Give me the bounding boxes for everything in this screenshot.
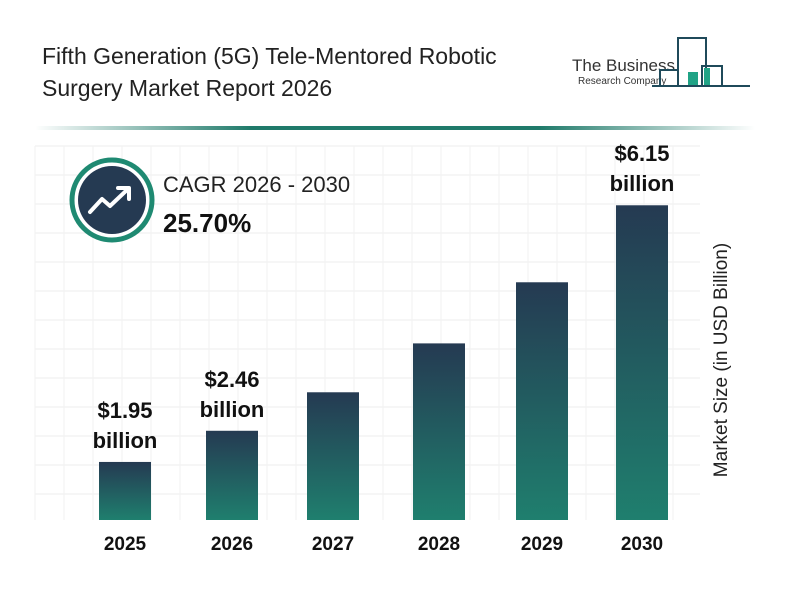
- data-label-unit: billion: [92, 427, 158, 453]
- y-axis-label: Market Size (in USD Billion): [711, 242, 732, 478]
- x-tick-label: 2028: [417, 534, 461, 555]
- data-label: $2.46 billion: [172, 365, 292, 425]
- data-label-value: $1.95: [97, 397, 153, 423]
- bar-2027: [307, 392, 359, 520]
- x-tick-label: 2029: [520, 534, 564, 555]
- x-tick-label: 2026: [210, 534, 254, 555]
- data-label-value: $6.15: [614, 141, 670, 167]
- logo-icon: [652, 37, 750, 87]
- bar-2029: [516, 282, 568, 520]
- page-title: Fifth Generation (5G) Tele-Mentored Robo…: [42, 43, 497, 101]
- logo-text: The Business: [572, 56, 675, 75]
- cagr-label: CAGR 2026 - 2030: [163, 172, 351, 197]
- divider: [35, 126, 755, 130]
- bar-2028: [413, 343, 465, 520]
- x-tick-label: 2027: [311, 534, 355, 555]
- data-label-value: $2.46: [204, 366, 260, 392]
- x-tick-label: 2030: [620, 534, 664, 555]
- bar-2025: [99, 461, 151, 520]
- x-tick-label: 2025: [103, 534, 147, 555]
- cagr-badge: [69, 157, 155, 243]
- data-label: $6.15 billion: [582, 139, 702, 199]
- data-label-unit: billion: [199, 396, 265, 422]
- bar-2030: [616, 205, 668, 520]
- cagr-value: 25.70%: [163, 208, 252, 238]
- data-label-unit: billion: [609, 171, 675, 197]
- logo-subtext: Research Company: [578, 76, 667, 87]
- bar-2026: [206, 430, 258, 520]
- trend-up-icon: [88, 187, 130, 214]
- data-label: $1.95 billion: [65, 396, 185, 456]
